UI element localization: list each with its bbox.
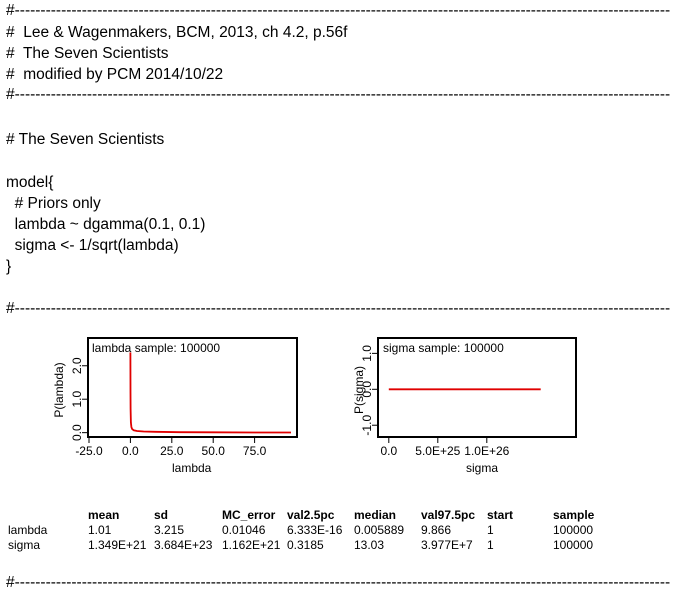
- stats-cell: 0.3185: [287, 538, 324, 552]
- lambda-x-tick-label: -25.0: [75, 444, 103, 458]
- lambda-plot-frame: [87, 337, 298, 438]
- sigma-plot-frame: [377, 337, 577, 438]
- stats-column-header: median: [354, 508, 397, 522]
- stats-row-node-name: sigma: [8, 538, 41, 552]
- stats-cell: 1.349E+21: [88, 538, 147, 552]
- stats-column-header: start: [487, 508, 514, 522]
- model-line-sigma: sigma <- 1/sqrt(lambda): [6, 237, 179, 254]
- comment-rule-mid: #---------------------------------------…: [6, 300, 671, 317]
- stats-cell: 1.162E+21: [222, 538, 281, 552]
- stats-cell: 13.03: [354, 538, 385, 552]
- section-title: # The Seven Scientists: [6, 131, 165, 148]
- lambda-y-tick-label: 0.0: [70, 424, 84, 441]
- sigma-x-axis-label: sigma: [466, 461, 499, 475]
- stats-column-header: sd: [154, 508, 169, 522]
- stats-column-header: MC_error: [222, 508, 276, 522]
- lambda-x-tick-label: 50.0: [202, 444, 226, 458]
- header-modified: # modified by PCM 2014/10/22: [6, 66, 224, 83]
- comment-rule-top: #---------------------------------------…: [6, 2, 671, 19]
- stats-cell: 3.684E+23: [154, 538, 213, 552]
- model-line-comment: # Priors only: [6, 195, 101, 212]
- sigma-x-tick-label: 5.0E+25: [415, 444, 460, 458]
- stats-cell: 0.01046: [222, 523, 266, 537]
- stats-cell: 100000: [553, 523, 594, 537]
- stats-cell: 3.977E+7: [421, 538, 473, 552]
- lambda-plot-title: lambda sample: 100000: [92, 341, 221, 355]
- stats-cell: 100000: [553, 538, 594, 552]
- lambda-x-axis-label: lambda: [172, 461, 212, 475]
- stats-cell: 1: [487, 523, 494, 537]
- lambda-x-tick-label: 75.0: [243, 444, 267, 458]
- stats-row-node-name: lambda: [8, 523, 48, 537]
- model-line-lambda: lambda ~ dgamma(0.1, 0.1): [6, 216, 206, 233]
- header-title: # The Seven Scientists: [6, 45, 169, 62]
- sigma-x-tick-label: 0.0: [380, 444, 397, 458]
- lambda-x-tick-label: 0.0: [122, 444, 139, 458]
- stats-cell: 6.333E-16: [287, 523, 343, 537]
- sigma-y-tick-label: -1.0: [360, 415, 374, 436]
- sigma-y-tick-label: 1.0: [360, 345, 374, 362]
- stats-column-header: val2.5pc: [287, 508, 335, 522]
- lambda-y-tick-label: 1.0: [70, 391, 84, 408]
- stats-cell: 1.01: [88, 523, 112, 537]
- model-line-open: model{: [6, 174, 54, 191]
- lambda-x-tick-label: 25.0: [160, 444, 184, 458]
- sigma-x-tick-label: 1.0E+26: [464, 444, 509, 458]
- stats-column-header: sample: [553, 508, 595, 522]
- comment-rule-header-end: #---------------------------------------…: [6, 86, 671, 103]
- sigma-plot-title: sigma sample: 100000: [383, 341, 504, 355]
- lambda-y-tick-label: 2.0: [70, 357, 84, 374]
- sigma-y-tick-label: 0.0: [360, 381, 374, 398]
- stats-column-header: mean: [88, 508, 120, 522]
- model-line-close: }: [6, 258, 12, 275]
- stats-cell: 3.215: [154, 523, 185, 537]
- stats-cell: 1: [487, 538, 494, 552]
- stats-cell: 0.005889: [354, 523, 405, 537]
- comment-rule-bottom: #---------------------------------------…: [6, 574, 671, 591]
- stats-column-header: val97.5pc: [421, 508, 476, 522]
- header-citation: # Lee & Wagenmakers, BCM, 2013, ch 4.2, …: [6, 24, 348, 41]
- lambda-density-line: [129, 352, 291, 434]
- stats-cell: 9.866: [421, 523, 452, 537]
